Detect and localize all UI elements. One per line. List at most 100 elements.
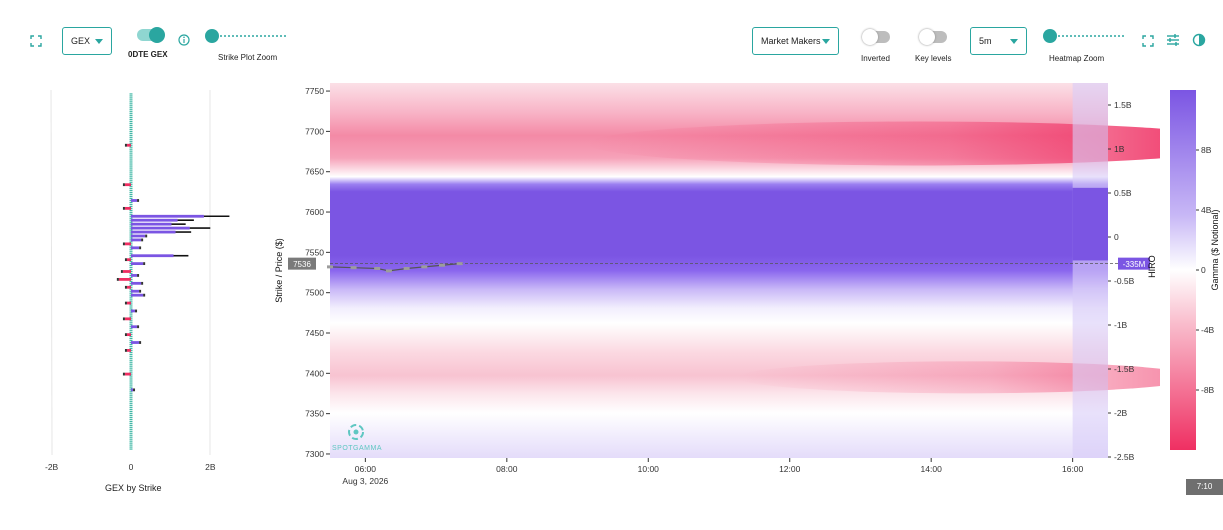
strike-marker [129, 103, 133, 105]
strike-marker [129, 146, 133, 148]
strike-zoom-slider[interactable] [204, 28, 290, 44]
strike-marker [129, 381, 133, 383]
y-tick-label: 7450 [305, 328, 324, 338]
strike-marker [129, 446, 133, 448]
gex-bar [126, 258, 131, 262]
x-tick-label: 14:00 [921, 464, 943, 474]
gex-total-tick [122, 183, 125, 187]
strike-marker [129, 328, 133, 330]
hiro-tick-label: -1B [1114, 320, 1128, 330]
strike-marker [129, 308, 133, 310]
strike-marker [129, 251, 133, 253]
inverted-label: Inverted [861, 54, 890, 63]
dte-toggle[interactable] [137, 27, 165, 43]
gex-bar [131, 309, 136, 313]
hiro-tick-label: -1.5B [1114, 364, 1135, 374]
chevron-down-icon [822, 38, 830, 44]
gex-total-tick [139, 246, 142, 250]
gex-bar [131, 293, 144, 297]
strike-marker [129, 268, 133, 271]
gex-total-tick [122, 242, 125, 246]
strike-marker [129, 233, 133, 235]
heatmap-zoom-slider[interactable] [1042, 28, 1128, 44]
strike-marker [129, 383, 133, 385]
strike-marker [129, 387, 133, 389]
price-marker-box [288, 257, 316, 270]
strike-marker [129, 152, 133, 154]
strike-marker [129, 300, 133, 302]
strike-marker [129, 403, 133, 405]
price-candle [374, 266, 381, 270]
strike-marker [129, 292, 133, 294]
y-tick-label: 7400 [305, 368, 324, 378]
gex-total-tick [141, 281, 144, 285]
gex-bar [131, 214, 204, 218]
strike-marker [129, 337, 133, 340]
strike-marker [129, 276, 133, 279]
strike-marker [129, 375, 133, 377]
strike-marker [129, 284, 133, 286]
x-tick-label: 0 [129, 462, 134, 472]
gex-bar [131, 262, 144, 266]
strike-marker [129, 154, 133, 156]
gex-total-tick [137, 325, 140, 329]
y-tick-label: 7650 [305, 167, 324, 177]
gex-bar [124, 206, 131, 210]
expand-icon[interactable] [30, 34, 42, 47]
strike-marker [129, 314, 133, 316]
strike-marker [129, 414, 133, 417]
gex-select[interactable]: GEX [62, 27, 112, 55]
interval-select[interactable]: 5m [970, 27, 1027, 55]
contrast-icon[interactable] [1192, 33, 1206, 47]
strike-marker [129, 379, 133, 381]
key-levels-label: Key levels [915, 54, 952, 63]
colorbar-tick-label: 0 [1201, 265, 1206, 275]
strike-marker [129, 430, 133, 432]
strike-marker [129, 345, 133, 348]
chevron-down-icon [95, 38, 103, 44]
fullscreen-icon[interactable] [1142, 34, 1154, 47]
gex-strike-chart: -2B 0 2B [45, 89, 230, 472]
gex-total-tick [133, 388, 136, 392]
strike-marker [129, 203, 133, 206]
strike-marker [129, 280, 133, 282]
inverted-toggle[interactable] [862, 29, 890, 45]
strike-marker [129, 306, 133, 308]
gex-total-tick [124, 143, 127, 147]
price-candle [327, 265, 333, 269]
colorbar-tick-label: 8B [1201, 145, 1212, 155]
clock-badge: 7:10 [1186, 479, 1223, 495]
spotgamma-logo-icon [348, 424, 364, 440]
strike-marker [129, 361, 133, 363]
strike-marker [129, 412, 133, 415]
strike-marker [129, 101, 133, 103]
dte-label: 0DTE GEX [128, 50, 168, 59]
gex-bar [131, 274, 138, 277]
strike-marker [129, 132, 133, 135]
strike-marker [129, 355, 133, 357]
perspective-select[interactable]: Market Makers [752, 27, 839, 55]
strike-marker [129, 367, 133, 369]
strike-marker [129, 316, 133, 318]
strike-marker [129, 418, 133, 421]
key-levels-toggle[interactable] [919, 29, 947, 45]
strike-marker [129, 209, 133, 211]
strike-marker [129, 115, 133, 117]
strike-marker [129, 201, 133, 204]
strike-marker [129, 428, 133, 430]
strike-marker [129, 369, 133, 371]
price-candle [350, 266, 357, 270]
y-axis-label: Strike / Price ($) [274, 238, 284, 303]
x-tick-label: 12:00 [779, 464, 801, 474]
strike-marker [129, 205, 133, 207]
strike-marker [129, 197, 133, 200]
info-icon[interactable] [178, 33, 190, 46]
gex-total-tick [145, 234, 148, 238]
gex-axis-label: GEX by Strike [105, 483, 162, 493]
strike-marker [129, 448, 133, 450]
strike-marker [129, 126, 133, 129]
strike-marker [129, 347, 133, 350]
strike-marker [129, 148, 133, 150]
gex-bar [131, 230, 176, 234]
sliders-icon[interactable] [1166, 33, 1180, 47]
